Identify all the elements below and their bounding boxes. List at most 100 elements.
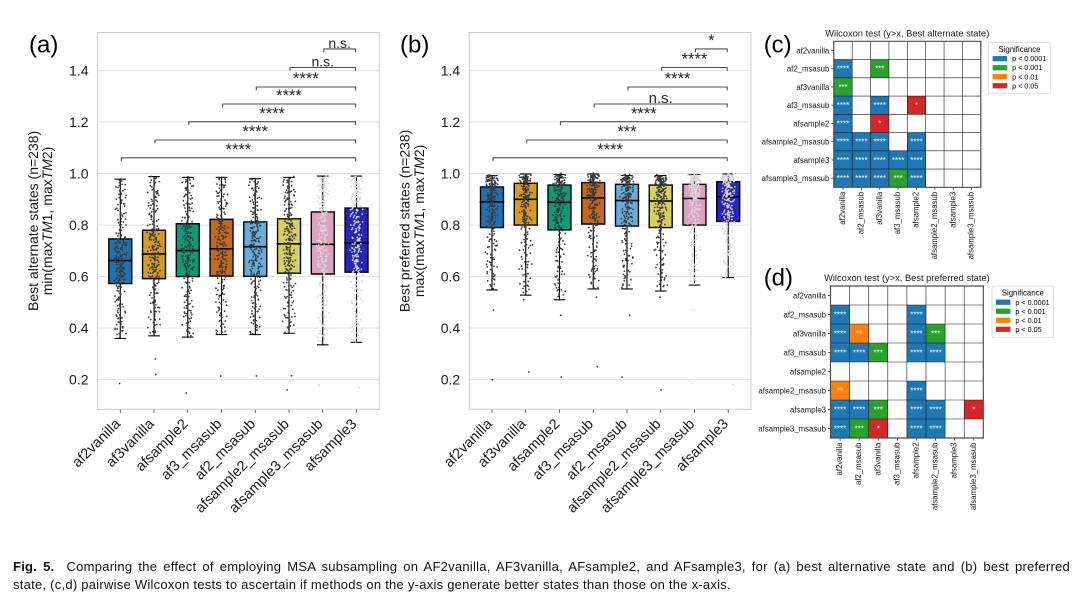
svg-text:1.2: 1.2 xyxy=(69,114,89,130)
svg-text:**: ** xyxy=(837,387,843,396)
svg-text:Wilcoxon test (y>x, Best alter: Wilcoxon test (y>x, Best alternate state… xyxy=(825,28,989,38)
svg-text:***: *** xyxy=(931,330,940,339)
svg-text:1.4: 1.4 xyxy=(69,63,89,79)
svg-text:afsample2: afsample2 xyxy=(790,367,826,376)
svg-text:*: * xyxy=(878,119,881,128)
svg-text:afsample2: afsample2 xyxy=(912,192,921,228)
svg-text:af3vanilla: af3vanilla xyxy=(793,329,827,338)
svg-text:****: **** xyxy=(910,156,922,165)
svg-text:*: * xyxy=(972,406,975,415)
svg-text:n.s.: n.s. xyxy=(649,90,673,107)
svg-text:****: **** xyxy=(597,141,623,159)
svg-text:0.2: 0.2 xyxy=(441,372,461,388)
svg-text:afsample3_msasub: afsample3_msasub xyxy=(969,442,978,510)
svg-text:af2vanilla: af2vanilla xyxy=(835,442,844,476)
svg-text:****: **** xyxy=(910,387,922,396)
svg-text:***: *** xyxy=(854,425,863,434)
svg-text:0.6: 0.6 xyxy=(69,269,89,285)
svg-text:****: **** xyxy=(631,105,657,123)
svg-text:****: **** xyxy=(855,138,867,147)
svg-text:****: **** xyxy=(837,101,849,110)
svg-text:afsample3: afsample3 xyxy=(790,405,826,414)
svg-text:****: **** xyxy=(874,101,886,110)
svg-text:n.s.: n.s. xyxy=(311,53,334,69)
svg-text:Best alternate states (n=238): Best alternate states (n=238) xyxy=(25,131,41,311)
svg-text:af2vanilla: af2vanilla xyxy=(796,46,830,55)
svg-text:(b): (b) xyxy=(400,32,429,59)
svg-text:****: **** xyxy=(837,119,849,128)
svg-text:0.8: 0.8 xyxy=(69,217,89,233)
svg-text:afsample2_msasub: afsample2_msasub xyxy=(758,386,826,395)
svg-text:af3vanilla: af3vanilla xyxy=(875,191,884,225)
svg-text:af3vanilla: af3vanilla xyxy=(796,83,830,92)
svg-text:****: **** xyxy=(910,406,922,415)
svg-text:afsample3: afsample3 xyxy=(950,443,959,479)
svg-text:**: ** xyxy=(856,330,862,339)
svg-text:****: **** xyxy=(276,87,302,105)
svg-text:****: **** xyxy=(853,349,865,358)
svg-text:af3_msasub: af3_msasub xyxy=(787,101,830,110)
svg-text:***: *** xyxy=(617,123,637,141)
svg-text:p < 0.01: p < 0.01 xyxy=(1012,72,1038,81)
svg-text:1.4: 1.4 xyxy=(441,63,461,79)
svg-text:****: **** xyxy=(929,425,941,434)
svg-text:****: **** xyxy=(682,51,708,69)
svg-text:****: **** xyxy=(910,425,922,434)
svg-text:****: **** xyxy=(834,330,846,339)
svg-text:****: **** xyxy=(910,311,922,320)
svg-text:af2_msasub: af2_msasub xyxy=(784,310,827,319)
svg-text:Best preferred states (n=238): Best preferred states (n=238) xyxy=(397,130,413,313)
svg-text:afsample2: afsample2 xyxy=(793,119,829,128)
svg-text:p < 0.05: p < 0.05 xyxy=(1015,325,1041,334)
svg-text:****: **** xyxy=(910,138,922,147)
svg-text:afsample3_msasub: afsample3_msasub xyxy=(758,424,826,433)
svg-text:p < 0.01: p < 0.01 xyxy=(1015,316,1041,325)
svg-text:****: **** xyxy=(837,65,849,74)
svg-text:****: **** xyxy=(837,156,849,165)
svg-text:1.0: 1.0 xyxy=(441,166,461,182)
svg-text:****: **** xyxy=(242,123,268,141)
svg-text:af3_msasub: af3_msasub xyxy=(893,191,902,234)
svg-text:p < 0.0001: p < 0.0001 xyxy=(1012,54,1046,63)
svg-text:m i n (: m i n ( m a x 1 , m a x 2 ) T M T M xyxy=(39,142,56,295)
svg-text:****: **** xyxy=(910,330,922,339)
svg-text:****: **** xyxy=(929,406,941,415)
svg-text:****: **** xyxy=(837,174,849,183)
svg-text:***: *** xyxy=(838,83,847,92)
svg-text:af2_msasub: af2_msasub xyxy=(787,65,830,74)
svg-text:****: **** xyxy=(837,138,849,147)
svg-text:****: **** xyxy=(874,138,886,147)
svg-text:***: *** xyxy=(875,65,884,74)
svg-text:0.4: 0.4 xyxy=(441,320,461,336)
svg-text:*: * xyxy=(915,101,918,110)
svg-text:****: **** xyxy=(293,70,319,88)
svg-text:****: **** xyxy=(834,349,846,358)
svg-text:****: **** xyxy=(874,156,886,165)
svg-text:****: **** xyxy=(259,105,285,123)
svg-text:****: **** xyxy=(855,156,867,165)
svg-text:afsample2: afsample2 xyxy=(911,443,920,479)
svg-text:****: **** xyxy=(834,406,846,415)
svg-text:afsample3: afsample3 xyxy=(948,192,957,228)
svg-text:afsample3_msasub: afsample3_msasub xyxy=(967,191,976,259)
svg-text:****: **** xyxy=(874,174,886,183)
svg-text:n.s.: n.s. xyxy=(328,35,351,51)
svg-text:****: **** xyxy=(892,156,904,165)
svg-text:*: * xyxy=(877,425,880,434)
svg-text:***: *** xyxy=(893,174,902,183)
svg-text:afsample3_msasub: afsample3_msasub xyxy=(762,174,830,183)
svg-text:af2_msasub: af2_msasub xyxy=(856,191,865,234)
svg-text:afsample2_msasub: afsample2_msasub xyxy=(930,191,939,259)
svg-text:****: **** xyxy=(855,174,867,183)
svg-text:****: **** xyxy=(910,349,922,358)
svg-text:****: **** xyxy=(853,406,865,415)
svg-text:****: **** xyxy=(834,311,846,320)
svg-text:afsample2_msasub: afsample2_msasub xyxy=(762,138,830,147)
svg-text:afsample2_msasub: afsample2_msasub xyxy=(931,442,940,510)
svg-text:p < 0.001: p < 0.001 xyxy=(1015,307,1045,316)
svg-text:(d): (d) xyxy=(764,265,793,292)
svg-text:p < 0.001: p < 0.001 xyxy=(1012,63,1042,72)
svg-text:****: **** xyxy=(665,70,691,88)
svg-text:****: **** xyxy=(834,425,846,434)
svg-text:af3_msasub: af3_msasub xyxy=(784,348,827,357)
